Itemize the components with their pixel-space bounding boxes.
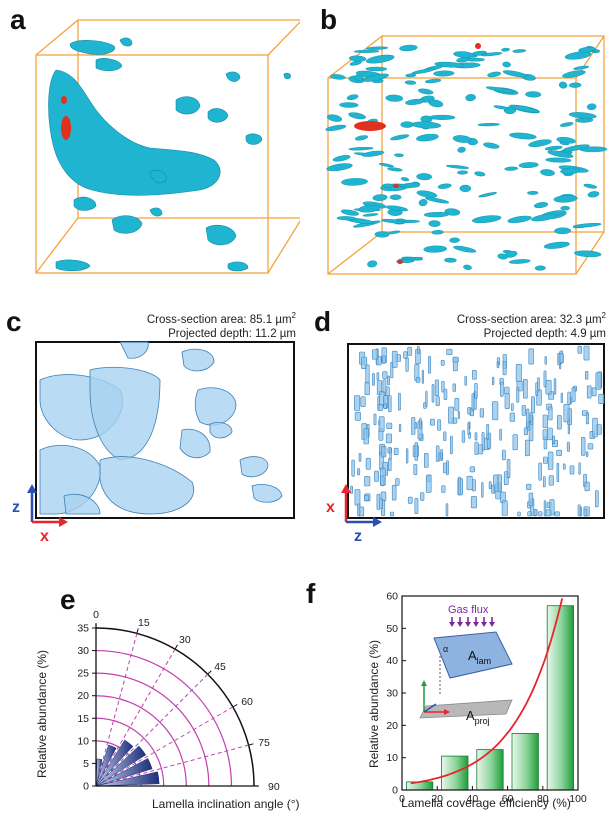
axis-label-vertical-d: x — [326, 499, 335, 516]
alpha-label: α — [443, 644, 448, 654]
inset-axis-triad — [421, 680, 450, 715]
polar-bar-0-15 — [95, 758, 103, 787]
projection-plate — [419, 699, 513, 719]
bar-60-80 — [511, 732, 539, 791]
angle-tick-0: 0 — [93, 609, 99, 621]
gas-flux-arrows — [449, 617, 495, 627]
cube-wireframe-b — [327, 35, 605, 275]
y-tick-30: 30 — [386, 688, 398, 700]
panel-label-f: f — [306, 578, 316, 609]
polar-bar-45-60 — [95, 745, 147, 787]
pore-red-a — [61, 96, 71, 140]
y-tick-10: 10 — [386, 752, 398, 764]
polar-spoke-75 — [95, 744, 249, 787]
radial-tick-20: 20 — [77, 690, 89, 702]
cross-section-area-d: Cross-section area: 32.3 µm — [456, 314, 602, 326]
axis-label-vertical-c: z — [12, 499, 20, 516]
axis-triad-d: x z — [326, 484, 382, 544]
bar-40-60 — [476, 749, 504, 791]
x-tick-100: 100 — [569, 793, 587, 805]
angle-tick-30: 30 — [179, 634, 191, 646]
lamella-plate — [433, 631, 513, 679]
angle-tick-15: 15 — [138, 617, 150, 629]
y-tick-40: 40 — [386, 655, 398, 667]
panel-label-a: a — [10, 4, 26, 35]
x-tick-20: 20 — [431, 793, 443, 805]
angle-tick-60: 60 — [241, 696, 253, 708]
panel-d: d Cross-section area: 32.3 µm2 Projected… — [304, 290, 608, 548]
polar-bar-60-75 — [95, 758, 153, 787]
axis-label-horizontal-c: x — [40, 528, 49, 544]
polar-spoke-15 — [95, 633, 138, 787]
area-unit-superscript-c: 2 — [291, 311, 296, 321]
gas-flux-label: Gas flux — [448, 604, 489, 616]
polar-ring-15 — [95, 717, 165, 787]
panel-f: f 0 10 20 30 40 50 60 0 20 40 60 80 100 Lamella cove… — [300, 556, 608, 814]
axis-triad-c: z x — [12, 484, 68, 544]
projected-depth-c: Projected depth: 11.2 µm — [168, 328, 296, 340]
cross-section-area-c: Cross-section area: 85.1 µm — [146, 314, 292, 326]
polar-ring-20 — [95, 695, 187, 787]
axis-label-horizontal-d: z — [354, 528, 362, 544]
panel-label-d: d — [314, 306, 332, 337]
radial-tick-30: 30 — [77, 645, 89, 657]
y-axis-title-f: Relative abundance (%) — [367, 640, 381, 768]
pore-clusters-b — [325, 44, 608, 271]
projection-render-c — [35, 341, 295, 519]
x-axis-title-e: Lamella inclination angle (°) — [152, 797, 300, 811]
x-tick-40: 40 — [467, 793, 479, 805]
pore-red-b — [354, 43, 481, 264]
x-tick-80: 80 — [537, 793, 549, 805]
projection-render-d — [347, 343, 605, 519]
y-tick-20: 20 — [386, 720, 398, 732]
cross-section-annotation-c: Cross-section area: 85.1 µm2 Projected d… — [146, 311, 296, 341]
y-tick-0: 0 — [392, 785, 398, 797]
panel-label-e: e — [60, 584, 76, 615]
radial-tick-10: 10 — [77, 735, 89, 747]
polar-spoke-45 — [95, 673, 209, 787]
polar-bar-30-45 — [95, 739, 134, 787]
fit-curve-f — [410, 598, 564, 785]
y-tick-50: 50 — [386, 623, 398, 635]
area-unit-superscript-d: 2 — [601, 311, 606, 321]
polar-spoke-30 — [95, 648, 176, 787]
radial-tick-35: 35 — [77, 623, 89, 635]
projected-depth-d: Projected depth: 4.9 µm — [483, 328, 606, 340]
lamella-texture-d — [350, 345, 605, 517]
y-axis-title-e: Relative abundance (%) — [35, 650, 49, 778]
polar-spoke-60 — [95, 706, 234, 787]
x-axis-title-f: Lamella coverage efficiency (%) — [401, 796, 571, 810]
a-proj-label: Aproj — [466, 708, 490, 726]
y-tick-60: 60 — [386, 591, 398, 603]
polar-bar-75-90 — [95, 771, 160, 787]
polar-chart-e: 0 5 10 15 20 25 30 35 0 15 30 45 60 75 90 Lamella incl… — [35, 609, 300, 811]
panel-label-c: c — [6, 306, 22, 337]
bar-chart-f: 0 10 20 30 40 50 60 0 20 40 60 80 100 Lamella covera… — [367, 591, 587, 811]
x-tick-0: 0 — [399, 793, 405, 805]
radial-tick-5: 5 — [83, 758, 89, 770]
lamella-shapes-c — [39, 341, 283, 515]
pore-clusters-a — [48, 37, 291, 272]
x-tick-60: 60 — [502, 793, 514, 805]
radial-tick-25: 25 — [77, 668, 89, 680]
panel-c: c Cross-section area: 85.1 µm2 Projected… — [0, 290, 300, 548]
panel-label-b: b — [320, 4, 338, 35]
radial-tick-0: 0 — [83, 781, 89, 793]
polar-ring-35 — [95, 627, 255, 787]
bar-0-20 — [406, 781, 434, 791]
angle-tick-90: 90 — [268, 781, 280, 793]
pore-render-3d-a — [35, 19, 300, 274]
pore-render-3d-b — [325, 35, 608, 275]
panel-e: e 0 5 10 15 20 25 30 35 0 15 30 45 60 75 90 Lamella in… — [0, 556, 300, 814]
cross-section-annotation-d: Cross-section area: 32.3 µm2 Projected d… — [456, 311, 606, 341]
gas-flux-inset: Gas flux α Alam Aproj — [419, 604, 513, 726]
panel-b: b — [300, 0, 608, 285]
panel-a: a — [0, 0, 300, 285]
angle-tick-75: 75 — [258, 737, 270, 749]
bar-80-100 — [546, 605, 574, 791]
angle-tick-45: 45 — [214, 661, 226, 673]
a-lam-label: Alam — [468, 648, 491, 666]
radial-tick-15: 15 — [77, 713, 89, 725]
polar-bar-15-30 — [95, 744, 117, 787]
